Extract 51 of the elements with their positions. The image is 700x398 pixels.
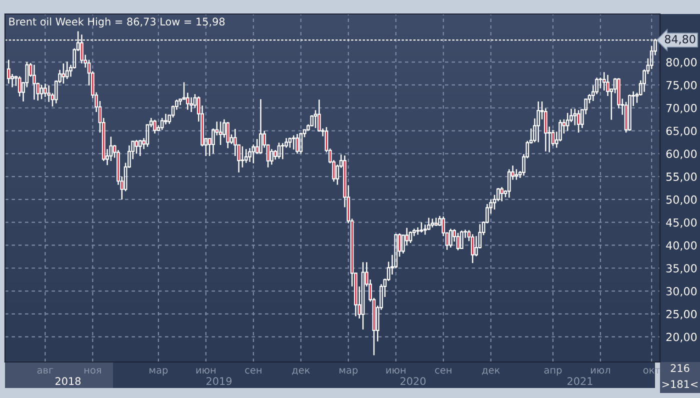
- text: 216: [670, 364, 690, 372]
- x-tick-label: июн: [196, 368, 216, 374]
- text: 2018: [56, 377, 81, 386]
- candlestick: [507, 168, 511, 198]
- candlestick: [164, 113, 168, 125]
- candlestick: [6, 59, 10, 84]
- x-tick-label: сен: [435, 368, 452, 374]
- x-tick-label: мар: [340, 368, 358, 376]
- text: 2021: [568, 377, 592, 386]
- candlestick: [536, 100, 540, 143]
- candlestick: [416, 226, 420, 236]
- candlestick: [47, 84, 51, 103]
- y-tick-label: 25,00: [666, 310, 697, 320]
- y-tick-label: 55,00: [666, 172, 697, 182]
- candlestick: [218, 120, 222, 146]
- candlestick: [606, 74, 610, 97]
- y-tick-label: 40,00: [666, 241, 697, 251]
- y-tick-label: 80,00: [666, 58, 697, 68]
- y-tick-label: 50,00: [666, 195, 697, 205]
- y-tick-label: 35,00: [666, 264, 697, 274]
- candlestick: [544, 108, 548, 152]
- x-tick-label: дек: [482, 368, 500, 375]
- candlestick: [32, 64, 36, 100]
- candlestick: [248, 148, 252, 163]
- y-tick-label: 60,00: [666, 150, 697, 160]
- text: 2020: [400, 377, 426, 386]
- y-tick-label: 75,00: [666, 80, 697, 90]
- x-tick-label: июн: [386, 368, 406, 374]
- y-tick-label: 65,00: [666, 126, 697, 136]
- y-tick-label: 70,00: [666, 104, 697, 114]
- chart-title: Brent oil Week High = 86,73 Low = 15,98: [9, 17, 225, 28]
- x-tick-label: сен: [245, 368, 262, 374]
- y-tick-label: 30,00: [666, 287, 697, 297]
- x-tick-label: авг: [37, 368, 54, 374]
- y-tick-label: 45,00: [666, 218, 697, 228]
- x-tick-label: мар: [150, 368, 168, 376]
- x-tick-label: июл: [590, 368, 610, 374]
- text: 2019: [206, 377, 232, 386]
- text: >181<: [662, 380, 698, 388]
- y-tick-label: 20,00: [666, 332, 697, 342]
- candlestick: [186, 92, 190, 110]
- ref-line-label: 84,80: [664, 34, 696, 44]
- candlestick: [190, 96, 193, 113]
- candlestick: [500, 186, 504, 202]
- x-tick-label: дек: [292, 368, 310, 375]
- candlestick: [270, 148, 274, 166]
- candlestick: [43, 82, 47, 98]
- candlestick: [233, 128, 237, 157]
- x-tick-label: ноя: [84, 368, 101, 374]
- x-tick-label: апр: [544, 368, 562, 376]
- candlestick: [361, 262, 365, 330]
